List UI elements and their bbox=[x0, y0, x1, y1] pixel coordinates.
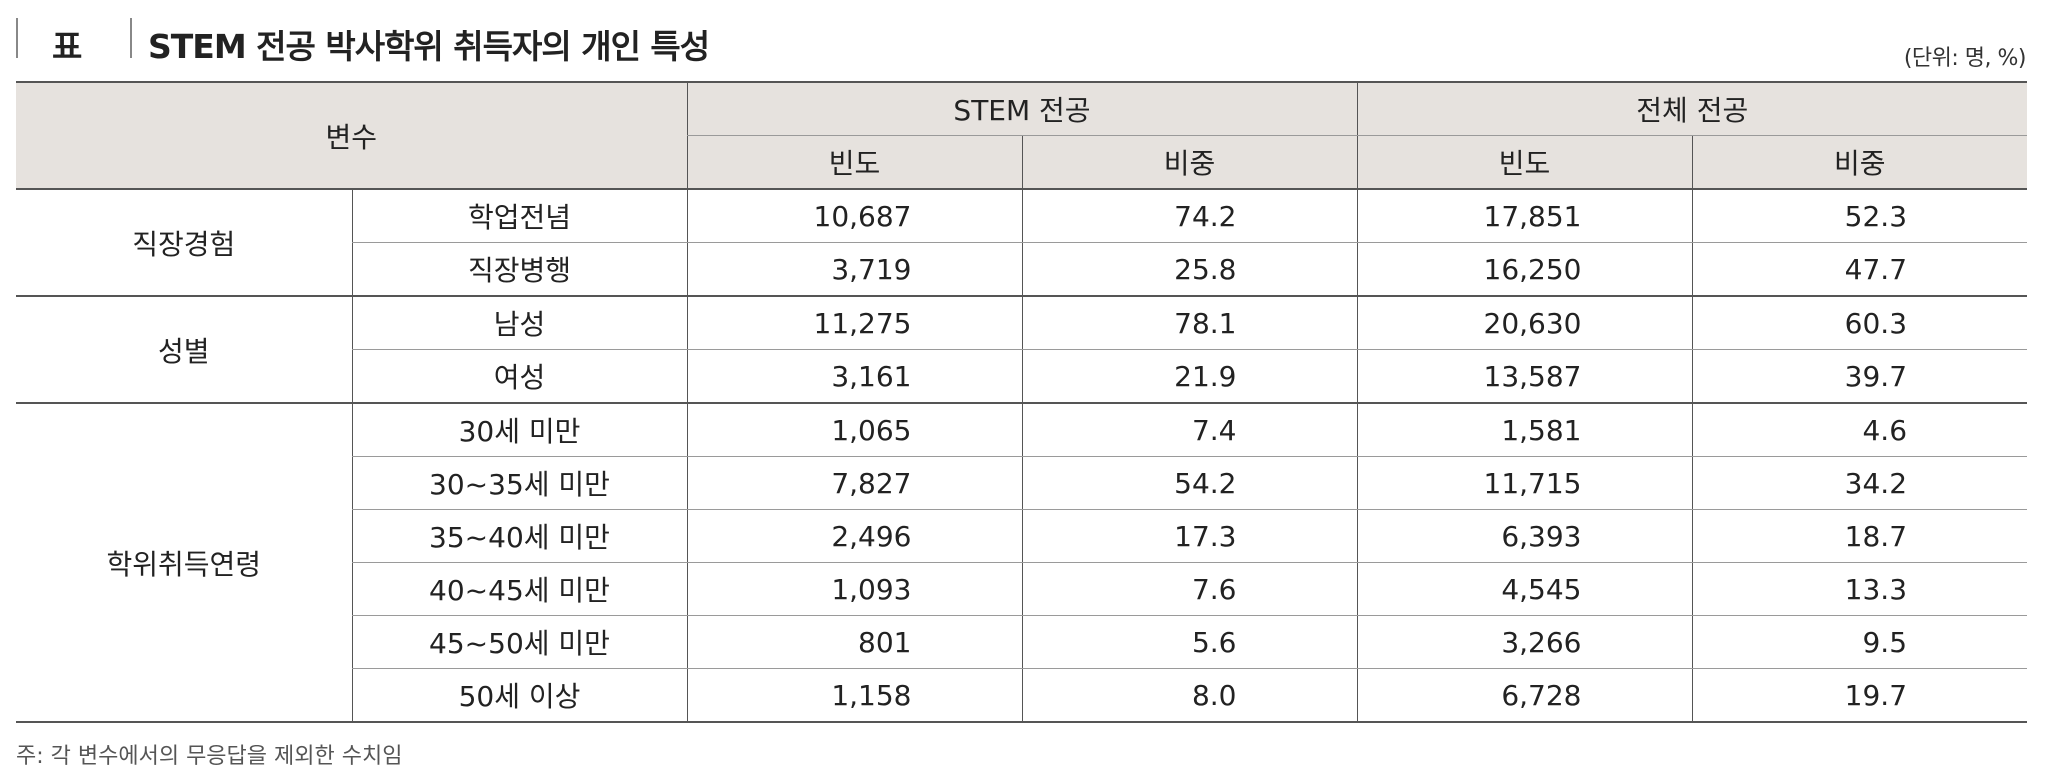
row-label: 40~45세 미만 bbox=[351, 562, 687, 616]
header-all-pct: 비중 bbox=[1691, 135, 2028, 190]
group-label: 성별 bbox=[16, 296, 352, 404]
stem-pct-cell: 17.3 bbox=[1021, 509, 1357, 563]
row-label: 학업전념 bbox=[351, 189, 687, 243]
all-pct-cell: 34.2 bbox=[1691, 456, 2028, 510]
stem-pct-cell: 7.6 bbox=[1021, 562, 1357, 616]
stem-freq-cell: 2,496 bbox=[686, 509, 1022, 563]
stem-freq-cell: 801 bbox=[686, 615, 1022, 669]
all-pct-cell: 52.3 bbox=[1691, 189, 2028, 243]
all-pct-cell: 13.3 bbox=[1691, 562, 2028, 616]
stem-pct-cell: 54.2 bbox=[1021, 456, 1357, 510]
stem-pct-cell: 74.2 bbox=[1021, 189, 1357, 243]
stem-pct-cell: 78.1 bbox=[1021, 296, 1357, 350]
table-title: STEM 전공 박사학위 취득자의 개인 특성 bbox=[148, 27, 710, 66]
all-freq-cell: 16,250 bbox=[1356, 242, 1692, 297]
all-freq-cell: 17,851 bbox=[1356, 189, 1692, 243]
all-freq-cell: 20,630 bbox=[1356, 296, 1692, 350]
all-pct-cell: 4.6 bbox=[1691, 403, 2028, 457]
row-label: 35~40세 미만 bbox=[351, 509, 687, 563]
table-row: 학위취득연령 30세 미만 1,065 7.4 1,581 4.6 bbox=[16, 403, 2028, 723]
table-row: 성별 남성 11,275 78.1 20,630 60.3 bbox=[16, 296, 2028, 404]
row-label: 30세 미만 bbox=[351, 403, 687, 457]
stem-pct-cell: 8.0 bbox=[1021, 668, 1357, 723]
all-freq-cell: 13,587 bbox=[1356, 349, 1692, 404]
all-pct-cell: 39.7 bbox=[1691, 349, 2028, 404]
all-freq-cell: 1,581 bbox=[1356, 403, 1692, 457]
stem-freq-cell: 1,158 bbox=[686, 668, 1022, 723]
stem-freq-cell: 11,275 bbox=[686, 296, 1022, 350]
unit-note: (단위: 명, %) bbox=[1903, 46, 2027, 71]
all-freq-cell: 4,545 bbox=[1356, 562, 1692, 616]
title-divider bbox=[130, 18, 132, 58]
table-row: 50세 이상 1,158 8.0 6,728 19.7 bbox=[16, 668, 2028, 723]
group-label: 직장경험 bbox=[16, 189, 352, 297]
table-row: 직장병행 3,719 25.8 16,250 47.7 bbox=[16, 242, 2028, 297]
all-pct-cell: 60.3 bbox=[1691, 296, 2028, 350]
data-table: 변수 STEM 전공 전체 전공 빈도 비중 빈도 비중 직장경험 학업전념 1… bbox=[16, 81, 2028, 723]
stem-freq-cell: 7,827 bbox=[686, 456, 1022, 510]
table-row: 여성 3,161 21.9 13,587 39.7 bbox=[16, 349, 2028, 404]
stem-freq-cell: 1,093 bbox=[686, 562, 1022, 616]
row-label: 여성 bbox=[351, 349, 687, 404]
stem-freq-cell: 3,719 bbox=[686, 242, 1022, 297]
table-title-bar: 표 STEM 전공 박사학위 취득자의 개인 특성 (단위: 명, %) bbox=[16, 10, 2027, 71]
row-label: 남성 bbox=[351, 296, 687, 350]
header-variable: 변수 bbox=[16, 81, 687, 190]
table-row: 40~45세 미만 1,093 7.6 4,545 13.3 bbox=[16, 562, 2028, 616]
table-row: 35~40세 미만 2,496 17.3 6,393 18.7 bbox=[16, 509, 2028, 563]
all-freq-cell: 6,728 bbox=[1356, 668, 1692, 723]
header-all-group: 전체 전공 bbox=[1356, 81, 2028, 136]
stem-pct-cell: 21.9 bbox=[1021, 349, 1357, 404]
stem-pct-cell: 25.8 bbox=[1021, 242, 1357, 297]
all-freq-cell: 11,715 bbox=[1356, 456, 1692, 510]
all-freq-cell: 3,266 bbox=[1356, 615, 1692, 669]
stem-freq-cell: 3,161 bbox=[686, 349, 1022, 404]
header-stem-group: STEM 전공 bbox=[686, 81, 1357, 136]
all-pct-cell: 47.7 bbox=[1691, 242, 2028, 297]
table-row: 45~50세 미만 801 5.6 3,266 9.5 bbox=[16, 615, 2028, 669]
stem-freq-cell: 1,065 bbox=[686, 403, 1022, 457]
title-divider bbox=[16, 18, 18, 58]
footnote: 주: 각 변수에서의 무응답을 제외한 수치임 bbox=[16, 744, 403, 769]
header-all-freq: 빈도 bbox=[1356, 135, 1692, 190]
all-pct-cell: 9.5 bbox=[1691, 615, 2028, 669]
row-label: 직장병행 bbox=[351, 242, 687, 297]
header-stem-freq: 빈도 bbox=[686, 135, 1022, 190]
header-stem-pct: 비중 bbox=[1021, 135, 1357, 190]
row-label: 30~35세 미만 bbox=[351, 456, 687, 510]
stem-pct-cell: 5.6 bbox=[1021, 615, 1357, 669]
all-freq-cell: 6,393 bbox=[1356, 509, 1692, 563]
stem-freq-cell: 10,687 bbox=[686, 189, 1022, 243]
group-label: 학위취득연령 bbox=[16, 403, 352, 723]
all-pct-cell: 18.7 bbox=[1691, 509, 2028, 563]
row-label: 45~50세 미만 bbox=[351, 615, 687, 669]
stem-pct-cell: 7.4 bbox=[1021, 403, 1357, 457]
all-pct-cell: 19.7 bbox=[1691, 668, 2028, 723]
table-row: 직장경험 학업전념 10,687 74.2 17,851 52.3 bbox=[16, 189, 2028, 297]
row-label: 50세 이상 bbox=[351, 668, 687, 723]
table-label: 표 bbox=[52, 27, 84, 66]
table-row: 30~35세 미만 7,827 54.2 11,715 34.2 bbox=[16, 456, 2028, 510]
